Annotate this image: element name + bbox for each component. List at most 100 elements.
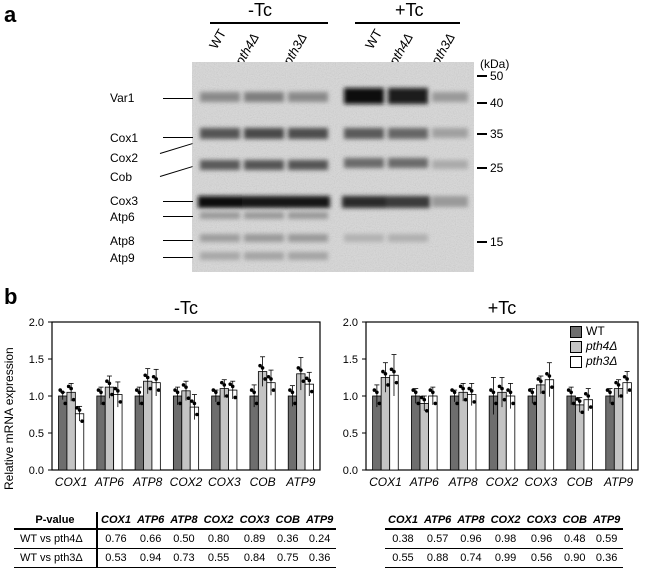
bar — [527, 395, 537, 471]
data-point — [539, 379, 543, 383]
bar — [467, 394, 477, 471]
x-tick-label: COX1 — [369, 475, 402, 489]
pvalue-header: P-value — [14, 512, 98, 530]
data-point — [299, 368, 303, 372]
pv-cell: 0.48 — [559, 529, 590, 549]
pv-col-atp6: ATP6 — [420, 512, 455, 530]
data-point — [545, 372, 549, 376]
mrna-charts: -Tc 0.0 0.5 1.0 1.5 2.0 COX1 ATP6 ATP8 COX2 COX3 CO… — [29, 298, 639, 489]
data-point — [413, 390, 418, 395]
y-tick-label: 2.0 — [343, 317, 358, 329]
data-point — [263, 377, 267, 381]
bar — [304, 383, 314, 471]
pv-col-atp8: ATP8 — [167, 512, 201, 530]
data-point — [139, 401, 144, 406]
marker-tick-15 — [477, 241, 487, 243]
data-point — [608, 390, 612, 395]
data-point — [58, 388, 63, 392]
band-label-atp9: Atp9 — [110, 251, 135, 265]
x-tick-label: COB — [250, 475, 276, 489]
data-point — [506, 388, 510, 392]
data-point — [533, 401, 537, 406]
data-point — [224, 394, 229, 398]
data-point — [105, 379, 109, 383]
pv-col-atp6: ATP6 — [133, 512, 168, 530]
data-point — [266, 374, 271, 379]
condition-minus-tc-line — [210, 22, 328, 24]
x-tick-label: ATP9 — [603, 475, 633, 489]
data-point — [541, 390, 546, 395]
band-label-atp6: Atp6 — [110, 210, 135, 224]
bar — [419, 403, 429, 471]
data-point — [458, 384, 463, 389]
pv-cell: 0.36 — [302, 548, 337, 568]
pv-cell: 0.88 — [420, 548, 455, 568]
band-line-cox3 — [163, 201, 193, 202]
data-point — [472, 400, 476, 404]
data-point — [148, 386, 153, 391]
bar — [104, 386, 115, 471]
data-point — [254, 401, 259, 406]
data-point — [228, 382, 233, 386]
bar — [219, 388, 229, 471]
band-label-var1: Var1 — [110, 91, 135, 105]
pv-cell: 0.55 — [200, 548, 237, 568]
data-point — [293, 401, 297, 406]
y-tick-label: 1.5 — [29, 354, 44, 366]
data-point — [586, 394, 591, 398]
condition-minus-tc: -Tc — [248, 0, 272, 20]
data-point — [184, 385, 188, 389]
pv-cell: 0.80 — [200, 529, 237, 549]
legend-item-pth3: pth3Δ — [570, 354, 617, 369]
data-point — [178, 401, 182, 406]
data-point — [528, 388, 532, 392]
data-point — [571, 401, 576, 406]
bar — [575, 404, 585, 471]
band-line-var1 — [163, 98, 193, 99]
y-tick-label: 1.5 — [343, 354, 358, 366]
data-point — [577, 399, 582, 403]
pv-cell: 0.66 — [133, 529, 168, 549]
legend-item-wt: WT — [570, 324, 617, 339]
data-point — [173, 388, 177, 392]
band-line-cox2 — [159, 143, 193, 154]
y-tick-label: 0.0 — [343, 465, 358, 477]
data-point — [455, 401, 459, 406]
pv-cell: 0.24 — [302, 529, 337, 549]
data-point — [69, 386, 73, 391]
bar — [622, 382, 632, 471]
data-point — [394, 380, 399, 385]
band-label-atp8: Atp8 — [110, 234, 135, 248]
data-point — [107, 381, 112, 386]
data-point — [143, 373, 148, 378]
pv-cell: 0.38 — [385, 529, 421, 549]
bar — [249, 395, 259, 471]
bar — [181, 390, 191, 471]
bar — [58, 395, 68, 471]
data-point — [249, 388, 254, 392]
data-point — [419, 395, 424, 400]
legend: WT pth4Δ pth3Δ — [570, 324, 617, 369]
data-point — [233, 395, 238, 400]
row-label-pth3: WT vs pth3Δ — [14, 548, 98, 568]
data-point — [605, 388, 610, 392]
data-point — [118, 400, 123, 404]
x-tick-label: ATP8 — [448, 475, 478, 489]
data-point — [175, 390, 180, 395]
legend-item-pth4: pth4Δ — [570, 339, 617, 354]
data-point — [550, 385, 554, 389]
data-point — [583, 391, 588, 396]
band-label-cox2: Cox2 — [110, 151, 139, 165]
pv-cell: 0.94 — [133, 548, 168, 568]
bar — [287, 395, 298, 471]
band-label-cox3: Cox3 — [110, 194, 139, 208]
band-line-atp8 — [163, 240, 193, 241]
data-point — [288, 388, 292, 392]
pv-col-cox1: COX1 — [97, 512, 134, 530]
pv-cell: 0.50 — [167, 529, 201, 549]
pv-col-cob: COB — [559, 512, 590, 530]
pv-cell: 0.99 — [487, 548, 524, 568]
marker-35: 35 — [490, 127, 504, 141]
data-point — [416, 401, 421, 406]
pv-cell: 0.96 — [523, 529, 560, 549]
